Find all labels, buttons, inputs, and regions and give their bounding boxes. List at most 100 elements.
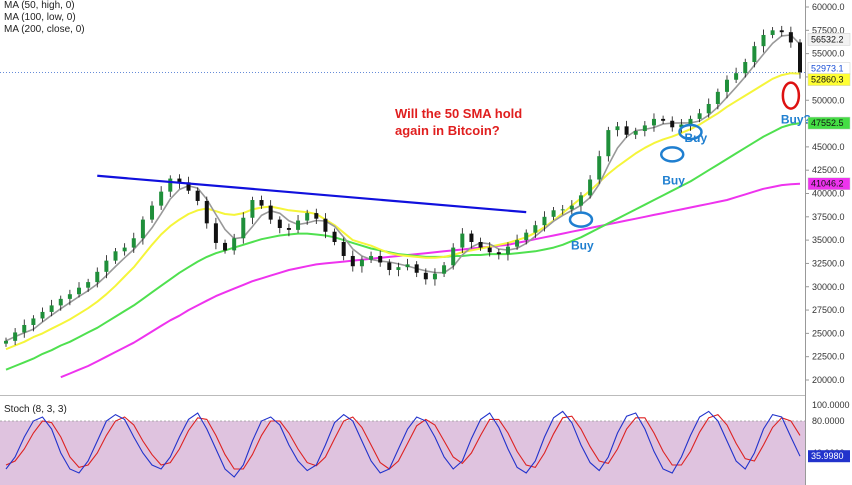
candle xyxy=(770,27,775,39)
candle-body xyxy=(67,294,72,299)
price-badge-bg xyxy=(807,116,851,130)
candle xyxy=(478,237,483,251)
candle-body xyxy=(4,340,8,344)
candle-body xyxy=(670,120,675,128)
candle xyxy=(67,289,72,306)
candle-body xyxy=(268,205,273,220)
stoch-badge-bg xyxy=(808,450,850,463)
candle-body xyxy=(305,213,310,221)
candle xyxy=(204,196,209,229)
candle xyxy=(524,229,529,245)
price-badge: 52860.3 xyxy=(807,73,851,86)
candle-body xyxy=(761,34,766,47)
candle xyxy=(168,175,173,197)
candle-body xyxy=(743,62,748,74)
candle xyxy=(359,256,364,273)
price-badge-bg xyxy=(807,73,851,86)
candle xyxy=(442,262,447,277)
candle xyxy=(140,216,145,245)
price-badge: 47552.5 xyxy=(807,116,851,130)
stoch-tick-label: 100.0000 xyxy=(812,400,850,410)
candle-body xyxy=(159,191,164,206)
candle xyxy=(232,233,237,255)
price-tick-label: 22500.0 xyxy=(812,352,845,362)
price-tick-label: 42500.0 xyxy=(812,165,845,175)
price-badge-label: 56532.2 xyxy=(811,34,844,44)
candle-body xyxy=(487,247,492,253)
candle-body xyxy=(77,287,82,295)
candle xyxy=(743,58,748,78)
price-tick-label: 27500.0 xyxy=(812,305,845,315)
resistance-trendline xyxy=(97,174,527,214)
candle xyxy=(305,209,310,225)
stoch-tick-label: 80.0000 xyxy=(812,416,845,426)
candle xyxy=(241,212,246,244)
price-tick-label: 30000.0 xyxy=(812,282,845,292)
candle-body xyxy=(524,232,529,241)
candle-body xyxy=(396,267,401,270)
candle xyxy=(332,228,337,246)
price-badge: 52973.1 xyxy=(807,62,851,75)
price-badge-label: 52973.1 xyxy=(811,64,844,74)
candle-body xyxy=(770,30,775,35)
candle xyxy=(58,295,63,311)
candle-body xyxy=(715,91,720,104)
candle xyxy=(350,250,355,272)
candle-body xyxy=(798,42,802,73)
candle-body xyxy=(423,272,428,280)
candle xyxy=(31,315,36,332)
buy-label: Buy? xyxy=(781,113,811,127)
price-badge: 56532.2 xyxy=(807,33,851,46)
candle-body xyxy=(560,209,565,211)
price-badge-label: 52860.3 xyxy=(811,75,844,85)
candle xyxy=(752,41,757,68)
price-tick-label: 25000.0 xyxy=(812,328,845,338)
candle-body xyxy=(341,241,346,256)
ma-fast-line xyxy=(5,34,801,342)
candle xyxy=(396,262,401,277)
candle-body xyxy=(451,247,456,266)
stoch-badge-label: 35.9980 xyxy=(811,451,844,461)
price-axis: 60000.057500.055000.052500.050000.047500… xyxy=(805,2,851,385)
price-axis-line xyxy=(805,0,806,485)
candle-body xyxy=(22,324,27,333)
price-tick-label: 57500.0 xyxy=(812,25,845,35)
candle xyxy=(624,120,629,139)
candle-body xyxy=(314,213,319,219)
candle xyxy=(615,121,620,137)
candle xyxy=(496,248,501,260)
candle-body xyxy=(706,103,711,114)
buy-marker-ring xyxy=(659,146,685,163)
price-tick-label: 55000.0 xyxy=(812,49,845,59)
candle-body xyxy=(387,262,392,270)
legend-stochastic: Stoch (8, 3, 3) xyxy=(4,404,67,415)
candle-body xyxy=(615,126,620,131)
candle-body xyxy=(651,118,656,126)
candle-body xyxy=(223,242,228,251)
candle-body xyxy=(150,205,155,220)
candle-body xyxy=(405,264,410,268)
candle-body xyxy=(104,260,109,272)
candle-body xyxy=(204,200,209,224)
candle xyxy=(13,328,18,346)
candle-body xyxy=(259,200,264,206)
candle-body xyxy=(140,219,145,239)
price-tick-label: 20000.0 xyxy=(812,375,845,385)
candle-body xyxy=(597,156,602,180)
candle xyxy=(588,175,593,199)
candle-body xyxy=(40,311,45,319)
candle-body xyxy=(633,131,638,135)
price-tick-label: 37500.0 xyxy=(812,212,845,222)
candle xyxy=(40,307,45,322)
candle-body xyxy=(286,228,291,230)
candle xyxy=(104,255,109,279)
candle xyxy=(387,259,392,276)
buy-label: Buy xyxy=(571,239,594,253)
candle xyxy=(706,98,711,118)
candle-body xyxy=(86,282,91,288)
candle xyxy=(578,192,583,212)
candle-body xyxy=(724,79,729,92)
candle-body xyxy=(551,210,556,217)
candle xyxy=(560,204,565,215)
